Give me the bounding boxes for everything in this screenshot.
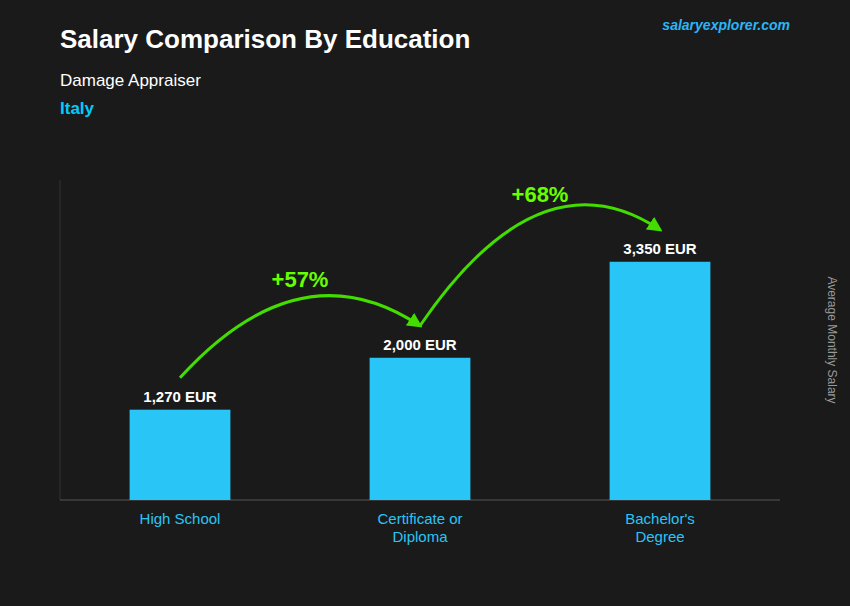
- y-axis-label: Average Monthly Salary: [825, 276, 839, 403]
- chart-container: Salary Comparison By Education Damage App…: [0, 0, 850, 606]
- x-tick-label-line: Diploma: [392, 528, 448, 545]
- arrow: [420, 205, 660, 326]
- x-tick-label-line: Degree: [635, 528, 684, 545]
- watermark: salaryexplorer.com: [662, 17, 790, 33]
- y-axis-line: [60, 180, 61, 500]
- chart: Salary Comparison By Education Damage App…: [0, 0, 850, 606]
- data-label: 1,270 EUR: [143, 388, 217, 405]
- x-tick-label-line: High School: [140, 510, 221, 527]
- bar: [370, 358, 471, 500]
- arrow: [180, 296, 420, 378]
- bars: [130, 262, 711, 500]
- data-label: 3,350 EUR: [623, 240, 697, 257]
- x-tick-label: Certificate orDiploma: [377, 510, 462, 545]
- background: [0, 0, 850, 606]
- x-tick-label-line: Certificate or: [377, 510, 462, 527]
- data-label: 2,000 EUR: [383, 336, 457, 353]
- annotation: +68%: [512, 182, 569, 207]
- annotation: +57%: [272, 267, 329, 292]
- country: Italy: [60, 99, 95, 118]
- subtitle: Damage Appraiser: [60, 71, 201, 90]
- bar: [610, 262, 711, 500]
- x-tick-label: High School: [140, 510, 221, 527]
- title: Salary Comparison By Education: [60, 24, 470, 54]
- x-tick-label: Bachelor'sDegree: [625, 510, 695, 545]
- bar: [130, 410, 231, 500]
- x-tick-label-line: Bachelor's: [625, 510, 695, 527]
